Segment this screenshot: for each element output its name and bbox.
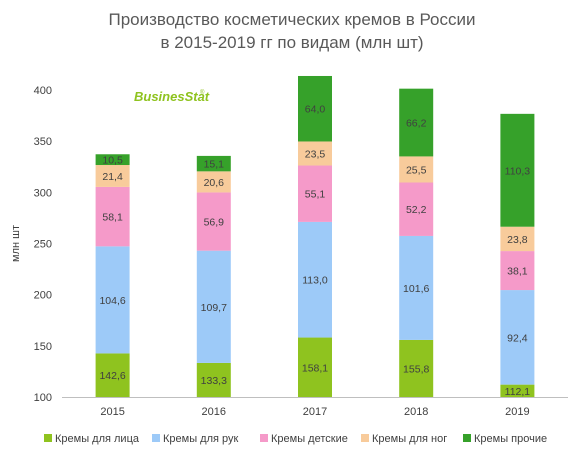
y-tick-label: 100 <box>34 392 52 404</box>
data-label: 10,5 <box>102 155 123 167</box>
bar-segment <box>500 251 535 291</box>
x-tick-label: 2015 <box>100 406 124 418</box>
data-label: 15,1 <box>204 159 225 171</box>
data-label: 25,5 <box>406 164 427 176</box>
y-tick-label: 350 <box>34 136 52 148</box>
bar-segment <box>399 182 434 236</box>
y-axis-label: млн шт <box>10 225 22 262</box>
data-label: 112,1 <box>505 386 531 398</box>
legend-label: Кремы для лица <box>55 433 140 445</box>
registered-mark-icon: ® <box>200 89 205 96</box>
x-tick-label: 2017 <box>303 406 327 418</box>
chart-title-line-2: в 2015-2019 гг по видам (млн шт) <box>160 33 424 52</box>
data-label: 92,4 <box>507 332 528 344</box>
bar-segment <box>298 221 332 338</box>
bar-segment <box>95 246 130 354</box>
legend-swatch <box>152 434 160 442</box>
y-tick-label: 400 <box>34 85 52 97</box>
legend-swatch <box>463 434 471 442</box>
y-tick-label: 150 <box>34 341 52 353</box>
x-tick-label: 2016 <box>202 406 226 418</box>
bar-segment <box>399 156 434 183</box>
bar-segment <box>95 353 130 397</box>
businesstat-logo: BusinesStat <box>134 89 210 104</box>
chart-title-line-1: Производство косметических кремов в Росс… <box>108 10 476 29</box>
bar-segment <box>500 113 535 227</box>
bar-segment <box>500 384 535 397</box>
bar-segment <box>196 155 231 172</box>
y-tick-label: 200 <box>34 290 52 302</box>
bar-segment <box>298 75 332 142</box>
bar-segment <box>95 165 130 187</box>
y-tick-label: 300 <box>34 187 52 199</box>
bar-segment <box>196 362 231 397</box>
bar-segment <box>95 186 130 247</box>
bar-segment <box>399 235 434 340</box>
bar-segment <box>399 339 434 397</box>
data-label: 155,8 <box>403 363 429 375</box>
data-label: 158,1 <box>302 362 328 374</box>
bar-segment <box>196 171 231 193</box>
bar-segment <box>196 192 231 251</box>
bar-segment <box>95 154 130 166</box>
x-tick-label: 2018 <box>404 406 428 418</box>
legend-swatch <box>44 434 52 442</box>
legend-label: Кремы детские <box>271 433 348 445</box>
data-label: 109,7 <box>201 302 227 314</box>
bar-segment <box>500 290 535 385</box>
y-tick-label: 250 <box>34 239 52 251</box>
data-label: 56,9 <box>204 217 225 229</box>
data-label: 133,3 <box>201 375 227 387</box>
data-label: 64,0 <box>305 104 326 116</box>
data-label: 104,6 <box>99 295 125 307</box>
data-label: 101,6 <box>403 283 429 295</box>
data-label: 55,1 <box>305 189 326 201</box>
data-label: 66,2 <box>406 118 427 130</box>
data-label: 58,1 <box>102 212 123 224</box>
x-tick-label: 2019 <box>505 406 529 418</box>
data-label: 142,6 <box>99 370 125 382</box>
bar-segment <box>196 250 231 363</box>
data-label: 21,4 <box>102 171 123 183</box>
bar-segment <box>500 226 535 252</box>
bar-segment <box>298 141 332 166</box>
bar-segment <box>298 337 332 397</box>
data-label: 23,5 <box>305 148 326 160</box>
legend-swatch <box>361 434 369 442</box>
bar-segment <box>298 165 332 222</box>
data-label: 38,1 <box>507 266 528 278</box>
legend-label: Кремы прочие <box>474 433 547 445</box>
data-label: 20,6 <box>204 177 225 189</box>
data-label: 23,8 <box>507 234 528 246</box>
legend-label: Кремы для рук <box>163 433 239 445</box>
data-label: 110,3 <box>505 165 531 177</box>
legend-swatch <box>260 434 268 442</box>
data-label: 113,0 <box>302 275 328 287</box>
data-label: 52,2 <box>406 204 427 216</box>
bar-segment <box>399 88 434 157</box>
legend-label: Кремы для ног <box>372 433 447 445</box>
